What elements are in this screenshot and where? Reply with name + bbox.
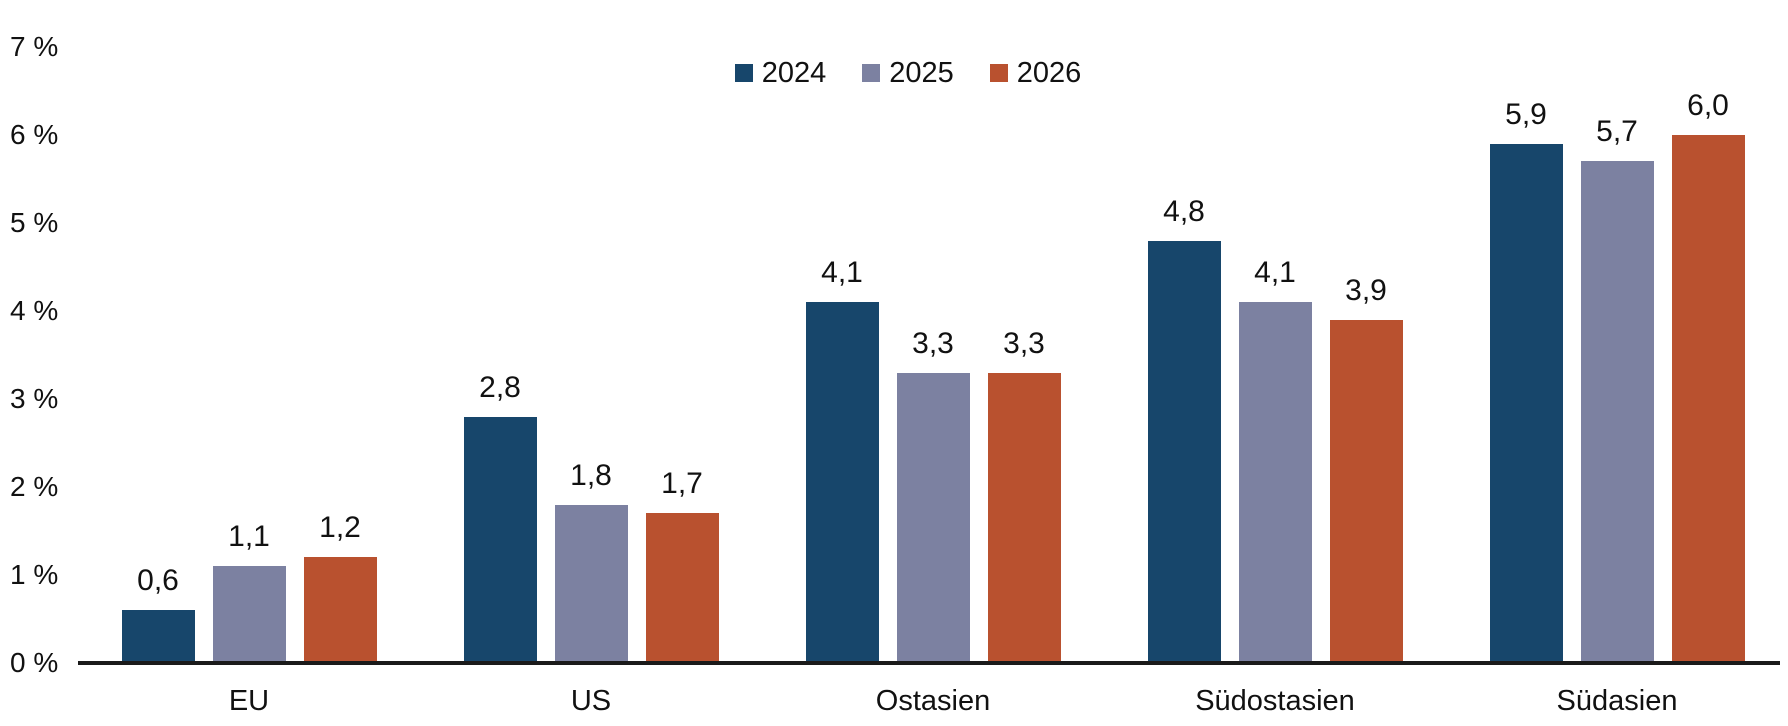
category-label-Südasien: Südasien: [1556, 685, 1678, 717]
bar-2026-Südasien: [1671, 135, 1745, 663]
bar-value-label: 0,6: [137, 564, 179, 597]
category-label-US: US: [570, 685, 612, 717]
y-tick-label: 3 %: [10, 383, 59, 414]
y-tick-label: 5 %: [10, 207, 59, 238]
bar-value-label: 3,9: [1345, 274, 1387, 307]
legend-item-2024: 2024: [734, 56, 827, 90]
bar-value-label: 2,8: [479, 371, 521, 404]
legend-label-2025: 2025: [889, 57, 954, 89]
legend-swatch-2025: [862, 64, 881, 82]
bar-value-label: 3,3: [912, 327, 954, 360]
category-label-Ostasien: Ostasien: [875, 685, 991, 717]
bar-value-label: 3,3: [1003, 327, 1045, 360]
y-tick-label: 6 %: [10, 119, 59, 150]
bar-value-label: 5,7: [1596, 115, 1638, 148]
y-tick-label: 7 %: [10, 31, 59, 62]
bar-2026-US: [645, 513, 719, 663]
legend-swatch-2024: [734, 64, 753, 82]
bar-2025-EU: [212, 566, 286, 663]
bar-2025-Südostasien: [1238, 302, 1312, 663]
chart-legend: 2024 2025 2026: [14, 56, 1788, 90]
bar-2024-US: [463, 417, 537, 663]
y-tick-label: 2 %: [10, 471, 59, 502]
bar-2026-EU: [303, 557, 377, 663]
bar-value-label: 5,9: [1505, 98, 1547, 131]
y-tick-label: 4 %: [10, 295, 59, 326]
bar-2024-Ostasien: [805, 302, 879, 663]
legend-item-2026: 2026: [989, 56, 1082, 90]
bar-value-label: 1,2: [319, 511, 361, 544]
bar-2024-Südasien: [1489, 144, 1563, 663]
category-label-Südostasien: Südostasien: [1195, 685, 1355, 717]
bar-2024-Südostasien: [1147, 241, 1221, 663]
x-axis-line: [78, 661, 1780, 665]
bar-value-label: 1,1: [228, 520, 270, 553]
bar-2025-Südasien: [1580, 161, 1654, 663]
bar-value-label: 4,1: [1254, 256, 1296, 289]
bar-2024-EU: [121, 610, 195, 663]
bar-value-label: 4,1: [821, 256, 863, 289]
bar-value-label: 1,7: [661, 467, 703, 500]
bar-value-label: 1,8: [570, 459, 612, 492]
y-tick-label: 1 %: [10, 559, 59, 590]
bar-2025-Ostasien: [896, 373, 970, 663]
category-label-EU: EU: [228, 685, 270, 717]
bar-2026-Südostasien: [1329, 320, 1403, 663]
bar-2026-Ostasien: [987, 373, 1061, 663]
y-tick-label: 0 %: [10, 647, 59, 678]
legend-item-2025: 2025: [862, 56, 954, 90]
legend-label-2024: 2024: [761, 57, 827, 89]
bar-2025-US: [554, 505, 628, 663]
bar-value-label: 6,0: [1687, 89, 1729, 122]
bar-value-label: 4,8: [1163, 195, 1205, 228]
legend-label-2026: 2026: [1016, 57, 1082, 89]
legend-swatch-2026: [989, 64, 1008, 82]
